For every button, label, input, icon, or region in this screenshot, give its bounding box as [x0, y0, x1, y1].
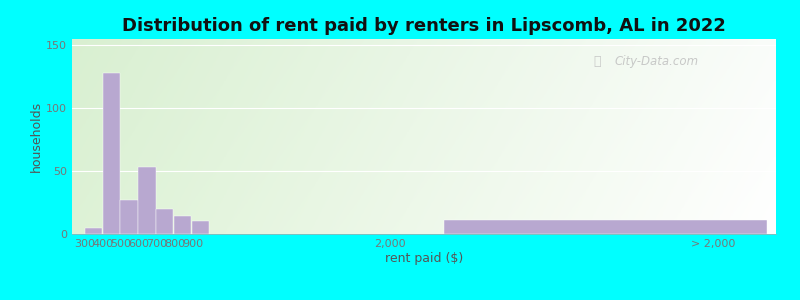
Bar: [157, 209, 174, 234]
Bar: [174, 216, 191, 234]
X-axis label: rent paid ($): rent paid ($): [385, 252, 463, 265]
Bar: [444, 220, 767, 234]
Y-axis label: households: households: [30, 101, 43, 172]
Bar: [138, 167, 155, 234]
Bar: [102, 73, 119, 234]
Text: ⓘ: ⓘ: [593, 55, 601, 68]
Text: City-Data.com: City-Data.com: [614, 55, 698, 68]
Title: Distribution of rent paid by renters in Lipscomb, AL in 2022: Distribution of rent paid by renters in …: [122, 17, 726, 35]
Bar: [85, 228, 102, 234]
Bar: [121, 200, 138, 234]
Bar: [192, 221, 210, 234]
